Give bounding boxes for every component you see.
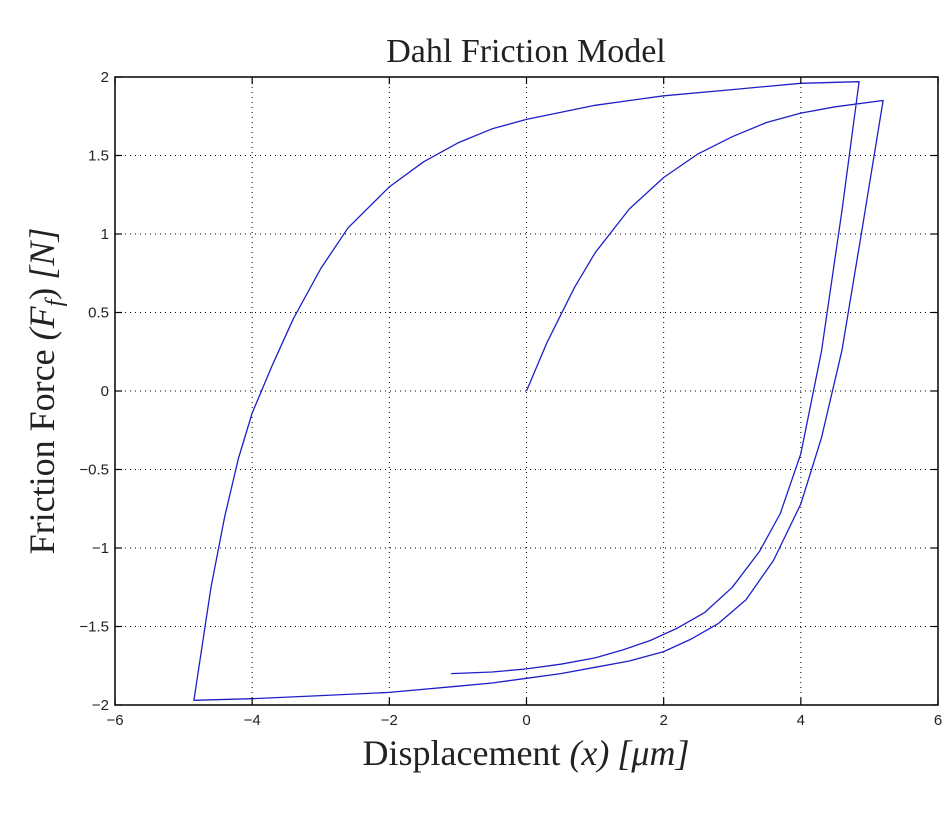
x-tick-label: 2: [659, 712, 667, 729]
x-tick-label: 0: [522, 712, 530, 729]
x-tick-label: −4: [244, 712, 261, 729]
series-polyline: [193, 81, 884, 701]
y-tick-label: −1: [92, 540, 109, 557]
x-tick-label: 4: [797, 712, 805, 729]
y-tick-label: 0.5: [88, 305, 109, 322]
x-axis-label: Displacement (x) [μm]: [363, 733, 690, 773]
y-tick-label: 1.5: [88, 148, 109, 165]
y-axis-label: Friction Force (Ff)[N]: [22, 228, 68, 555]
x-tick-label: −6: [106, 712, 123, 729]
y-tick-label: −1.5: [79, 619, 109, 636]
x-tick-label: 6: [934, 712, 942, 729]
data-series-line: [193, 81, 884, 701]
x-tick-labels: −6 −4 −2 0 2 4 6: [106, 712, 942, 729]
y-tick-label: 2: [101, 69, 109, 86]
axis-ticks: [114, 76, 939, 706]
chart-title: Dahl Friction Model: [386, 33, 666, 70]
y-tick-label: −0.5: [79, 462, 109, 479]
y-tick-label: 1: [101, 226, 109, 243]
y-tick-labels: −2 −1.5 −1 −0.5 0 0.5 1 1.5 2: [79, 69, 109, 714]
y-tick-label: −2: [92, 697, 109, 714]
y-tick-label: 0: [101, 383, 109, 400]
grid-lines: [115, 77, 938, 705]
x-tick-label: −2: [381, 712, 398, 729]
